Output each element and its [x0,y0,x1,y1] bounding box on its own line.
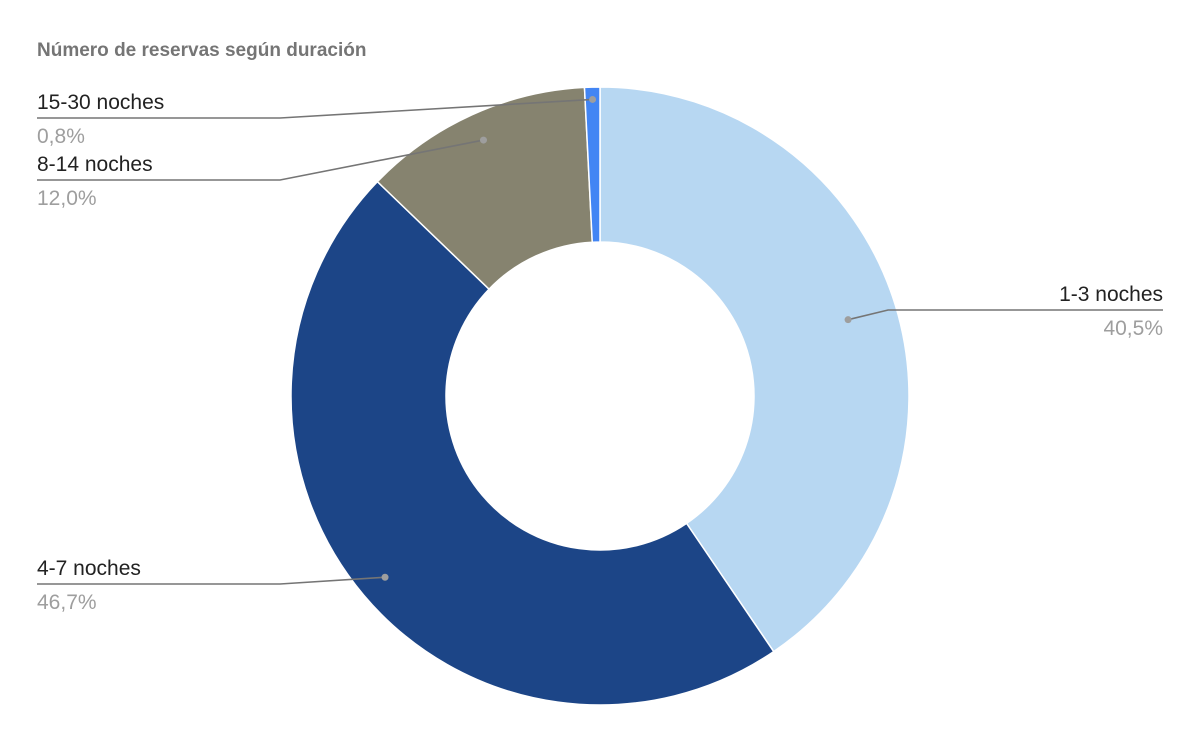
labels-group: 1-3 noches 40,5% 4-7 noches 46,7% 8-14 noche… [37,91,1163,614]
slice-1-3-noches [599,86,910,653]
leader-dot [381,573,389,581]
chart-title: Número de reservas según duración [37,40,366,61]
leader-line [847,309,1163,321]
leader-dot [589,95,597,103]
slice-percentage: 0,8% [37,125,85,148]
slice-label: 1-3 noches [1059,283,1163,306]
leader-line [37,139,484,181]
leader-dot [844,316,852,324]
slice-label: 15-30 noches [37,91,164,114]
slice-percentage: 40,5% [1103,317,1163,340]
slice-label: 4-7 noches [37,557,141,580]
leader-dot [479,136,487,144]
slice-15-30-noches [583,86,601,243]
slice-percentage: 46,7% [37,591,97,614]
slice-percentage: 12,0% [37,187,97,210]
slice-label: 8-14 noches [37,153,153,176]
leader-line [37,576,386,585]
slices-group [290,86,910,706]
slice-4-7-noches [290,180,775,706]
leader-line [37,98,593,119]
